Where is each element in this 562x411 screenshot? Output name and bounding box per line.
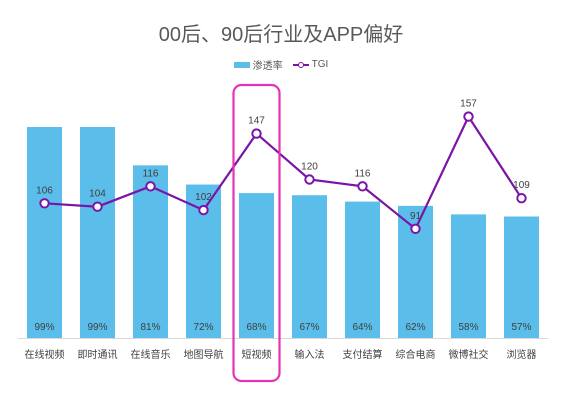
tgi-point <box>198 204 209 216</box>
chart-title: 00后、90后行业及APP偏好 <box>158 24 404 46</box>
tgi-value-label: 116 <box>143 168 159 179</box>
bar-6 <box>345 201 380 338</box>
bar-4 <box>239 193 274 338</box>
bar-8 <box>451 214 486 338</box>
bar-value-label: 67% <box>299 322 319 333</box>
tgi-point <box>92 201 103 212</box>
tgi-value-label: 157 <box>460 99 477 110</box>
x-tick-label: 地图导航 <box>184 348 224 361</box>
x-tick-label: 即时通讯 <box>78 349 118 361</box>
x-tick-label: 短视频 <box>242 348 272 361</box>
x-tick-label: 输入法 <box>295 348 325 361</box>
bar-value-label: 57% <box>511 322 531 333</box>
legend-label-tgi: TGI <box>311 59 329 70</box>
x-tick-label: 浏览器 <box>507 348 537 361</box>
tgi-point <box>410 223 421 235</box>
tgi-point <box>39 198 50 209</box>
tgi-point <box>463 111 474 122</box>
legend: 渗透率 TGI <box>0 57 562 72</box>
legend-item-tgi: TGI <box>292 59 329 70</box>
bar-value-label: 64% <box>352 322 372 333</box>
tgi-value-label: 120 <box>301 162 318 173</box>
bar-value-label: 68% <box>246 322 266 333</box>
bar-9 <box>504 216 539 338</box>
x-tick-label: 微博社交 <box>449 348 489 361</box>
tgi-value-label: 147 <box>248 116 265 127</box>
bar-value-label: 99% <box>87 322 107 333</box>
bar-value-label: 62% <box>405 322 425 333</box>
bar-value-label: 81% <box>140 322 160 333</box>
x-tick-label: 在线音乐 <box>131 348 171 361</box>
tgi-point <box>251 128 262 139</box>
tgi-value-label: 104 <box>89 189 106 200</box>
tgi-point <box>145 181 156 192</box>
x-tick-label: 在线视频 <box>25 348 65 361</box>
tgi-point <box>516 193 527 204</box>
tgi-value-label: 116 <box>355 168 371 179</box>
tgi-value-label: 102 <box>195 192 212 203</box>
legend-item-penetration: 渗透率 <box>233 57 283 72</box>
bar-2 <box>133 165 168 338</box>
tgi-value-label: 91 <box>410 211 422 222</box>
bar-value-label: 72% <box>193 322 213 333</box>
highlight-box <box>232 83 281 383</box>
tgi-value-label: 109 <box>513 180 530 191</box>
legend-line-swatch <box>292 61 309 69</box>
bar-value-label: 58% <box>458 322 478 333</box>
tgi-line <box>44 114 523 231</box>
legend-label-penetration: 渗透率 <box>252 61 283 72</box>
x-tick-label: 支付结算 <box>343 348 383 361</box>
bar-0 <box>27 127 62 338</box>
bar-5 <box>292 195 327 338</box>
bar-value-label: 99% <box>34 322 54 333</box>
legend-bar-swatch <box>233 61 250 68</box>
tgi-point <box>357 181 368 192</box>
x-tick-label: 综合电商 <box>396 348 436 361</box>
bar-1 <box>80 127 115 338</box>
tgi-value-label: 106 <box>36 185 53 196</box>
tgi-point <box>304 174 315 185</box>
